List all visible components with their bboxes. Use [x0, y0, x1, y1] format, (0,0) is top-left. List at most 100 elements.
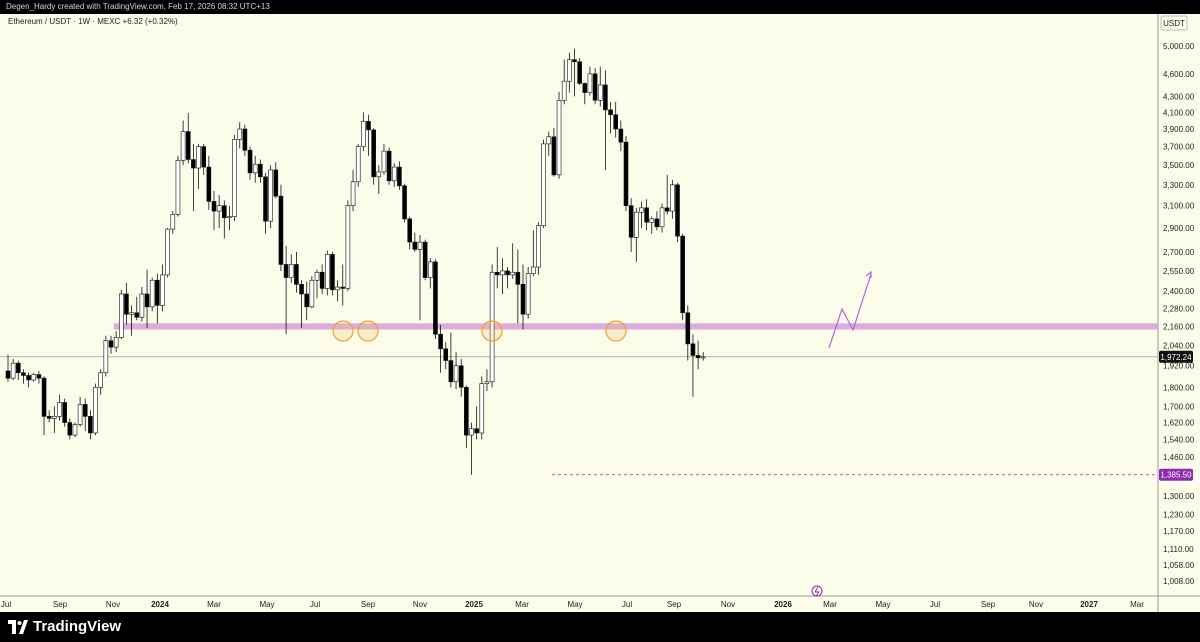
chart-area[interactable]: Ethereum / USDT · 1W · MEXC +6.32 (+0.32… [0, 14, 1200, 612]
candle-body [675, 184, 680, 237]
candle-body [644, 207, 649, 223]
candle-body [31, 374, 37, 381]
y-tick-label: 4,300.00 [1163, 92, 1195, 101]
candle-body [649, 218, 655, 223]
candle-body [355, 146, 361, 183]
candle-body [309, 279, 315, 308]
price-chart[interactable]: Ethereum / USDT · 1W · MEXC +6.32 (+0.32… [0, 14, 1200, 612]
candle-body [196, 146, 201, 169]
candle-body [242, 128, 248, 151]
candle-body [608, 109, 613, 116]
candle-body [237, 128, 243, 140]
event-marker-icon [811, 585, 823, 597]
candle-body [170, 214, 176, 230]
candle-body [314, 271, 320, 281]
x-tick-label: 2027 [1080, 600, 1098, 609]
candle-body [155, 279, 160, 306]
support-zone [114, 323, 1158, 330]
y-tick-label: 1,460.00 [1163, 453, 1195, 462]
candle-body [443, 348, 449, 361]
y-tick-label: 3,300.00 [1163, 181, 1195, 190]
footer-bar: TradingView [0, 612, 1200, 642]
y-tick-label: 2,160.00 [1163, 322, 1195, 331]
candle-body [149, 279, 155, 308]
candle-body [536, 225, 541, 268]
candle-body [258, 163, 263, 178]
y-tick-label: 1,230.00 [1163, 511, 1195, 520]
candle-body [407, 218, 413, 243]
x-tick-label: Jul [310, 600, 320, 609]
y-tick-label: 2,550.00 [1163, 267, 1195, 276]
support-touch-circle [357, 320, 379, 342]
candle-body [376, 171, 382, 178]
candle-body [515, 271, 521, 285]
candle-body [165, 228, 170, 276]
candle-body [417, 241, 423, 250]
candle-body [350, 181, 356, 206]
candle-body [623, 141, 629, 206]
support-touch-circle [605, 320, 627, 342]
candle-body [685, 312, 691, 345]
candle-body [639, 207, 644, 213]
x-tick-label: Mar [823, 600, 837, 609]
candle-body [232, 139, 237, 217]
support-touch-circle [332, 320, 354, 342]
y-tick-label: 2,900.00 [1163, 224, 1195, 233]
x-tick-label: May [259, 600, 274, 609]
candle-body [603, 84, 608, 111]
candle-body [582, 83, 588, 93]
candle-body [335, 286, 340, 291]
candle-body [597, 84, 603, 101]
x-tick-label: Jul [622, 600, 632, 609]
candle-body [10, 362, 16, 379]
last-price-label: 1,972.24 [1160, 353, 1192, 362]
candle-body [469, 428, 474, 436]
candle-body [659, 207, 665, 228]
candle-body [36, 374, 42, 379]
candle-body [690, 343, 696, 356]
candle-body [5, 370, 11, 379]
y-tick-label: 5,000.00 [1163, 42, 1195, 51]
candle-body [26, 375, 31, 381]
y-tick-label: 2,280.00 [1163, 304, 1195, 313]
y-tick-label: 1,700.00 [1163, 402, 1195, 411]
candle-body [294, 264, 299, 285]
candles [5, 48, 706, 475]
candle-body [175, 160, 181, 215]
candle-body [391, 166, 397, 182]
candle-body [247, 149, 253, 174]
candle-body [299, 284, 304, 295]
x-tick-label: 2026 [774, 600, 792, 609]
candle-body [283, 264, 289, 278]
candle-body [113, 337, 119, 348]
candle-body [556, 99, 562, 176]
y-tick-label: 1,920.00 [1163, 362, 1195, 371]
candle-body [464, 387, 469, 436]
candle-body [361, 121, 366, 147]
candle-body [489, 271, 495, 383]
candle-body [52, 416, 57, 419]
x-tick-label: Jul [930, 600, 940, 609]
x-tick-label: Sep [361, 600, 376, 609]
y-tick-label: 2,700.00 [1163, 248, 1195, 257]
candle-body [448, 360, 454, 383]
candle-body [72, 424, 78, 436]
candle-body [474, 428, 479, 434]
candle-body [561, 80, 567, 101]
y-tick-label: 3,100.00 [1163, 202, 1195, 211]
candle-body [278, 195, 284, 265]
x-tick-label: 2024 [151, 600, 169, 609]
candle-body [227, 216, 232, 219]
x-tick-label: 2025 [465, 600, 483, 609]
candle-body [144, 293, 150, 308]
candle-body [345, 205, 351, 289]
tradingview-logo-icon [8, 620, 28, 634]
candle-body [139, 293, 145, 318]
y-tick-label: 4,600.00 [1163, 70, 1195, 79]
candle-body [628, 205, 634, 238]
candle-body [525, 273, 531, 315]
candle-body [93, 387, 98, 434]
candle-body [324, 254, 330, 289]
x-tick-label: Sep [667, 600, 682, 609]
low-price-label: 1,385.50 [1160, 471, 1192, 480]
